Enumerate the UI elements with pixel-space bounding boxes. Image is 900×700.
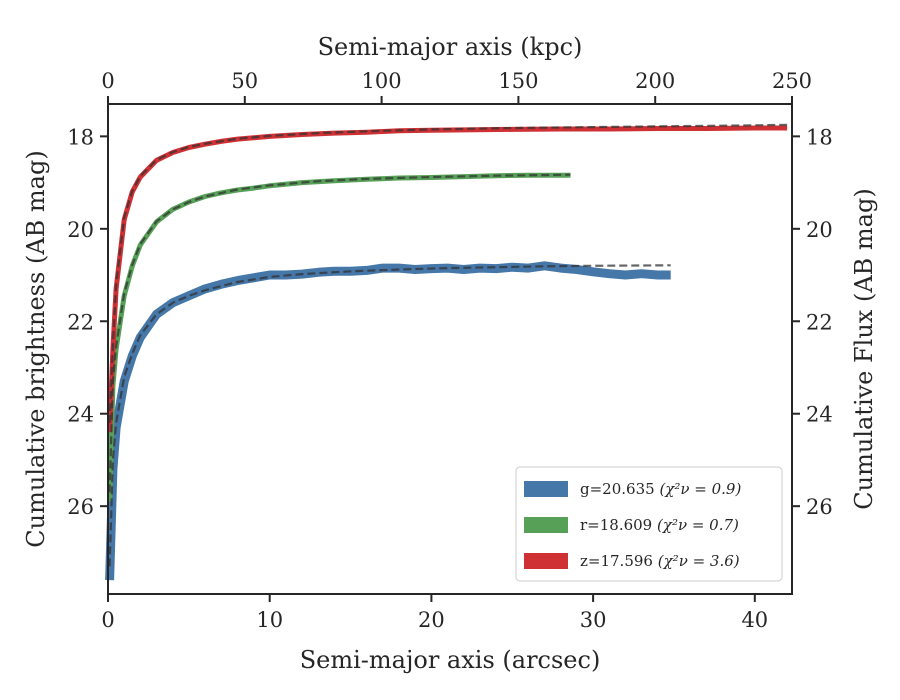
legend-label-r: r=18.609 (χ²ν = 0.7) [580, 516, 739, 534]
x-tick-label: 10 [256, 608, 283, 632]
top-x-tick-label: 150 [498, 69, 538, 93]
top-x-tick-label: 50 [231, 69, 258, 93]
top-x-axis-label: Semi-major axis (kpc) [318, 33, 583, 61]
legend-label-g: g=20.635 (χ²ν = 0.9) [580, 480, 741, 498]
series-r-data-line [107, 172, 571, 502]
legend-items: g=20.635 (χ²ν = 0.9) r=18.609 (χ²ν = 0.7)… [524, 480, 741, 570]
series-layer [105, 123, 788, 581]
x-tick-label: 0 [101, 608, 114, 632]
right-y-tick-label: 22 [806, 310, 833, 334]
x-tick-label: 40 [741, 608, 768, 632]
legend-box [515, 466, 783, 582]
y-tick-label: 18 [67, 125, 94, 149]
series-g-model-line [108, 264, 671, 567]
x-axis-label: Semi-major axis (arcsec) [300, 646, 601, 674]
top-x-tick-label: 0 [101, 69, 114, 93]
legend-swatch-r [524, 517, 568, 533]
y-tick-label: 26 [67, 495, 94, 519]
y-axis-label: Cumulative brightness (AB mag) [22, 150, 50, 547]
top-x-tick-label: 200 [635, 69, 675, 93]
y-tick-label: 24 [67, 403, 94, 427]
x-tick-label: 30 [580, 608, 607, 632]
ticks-layer: 0 10 20 30 40 0 50 100 150 200 250 18 18 20 20 22 22 24 24… [67, 69, 832, 632]
legend-chi2-g: (χ²ν = 0.9) [659, 480, 741, 498]
y-tick-label: 20 [67, 218, 94, 242]
legend-label-z: z=17.596 (χ²ν = 3.6) [580, 552, 740, 570]
y-tick-label: 22 [67, 310, 94, 334]
right-y-tick-label: 18 [806, 125, 833, 149]
top-x-tick-label: 250 [772, 69, 812, 93]
legend-swatch-z [524, 553, 568, 569]
x-tick-label: 20 [418, 608, 445, 632]
legend-chi2-r: (χ²ν = 0.7) [657, 516, 739, 534]
plot-frame [107, 103, 793, 595]
series-z-model-line [108, 123, 788, 424]
right-y-tick-label: 20 [806, 218, 833, 242]
right-y-axis-label: Cumulative Flux (AB mag) [850, 188, 878, 509]
legend: g=20.635 (χ²ν = 0.9) r=18.609 (χ²ν = 0.7)… [515, 466, 783, 582]
top-x-tick-label: 100 [362, 69, 402, 93]
right-y-tick-label: 26 [806, 495, 833, 519]
axes-layer [107, 103, 793, 595]
series-z-data-line [107, 125, 788, 433]
right-y-tick-label: 24 [806, 403, 833, 427]
legend-chi2-z: (χ²ν = 3.6) [658, 552, 740, 570]
legend-swatch-g [524, 481, 568, 497]
series-r-model-line [108, 173, 571, 493]
